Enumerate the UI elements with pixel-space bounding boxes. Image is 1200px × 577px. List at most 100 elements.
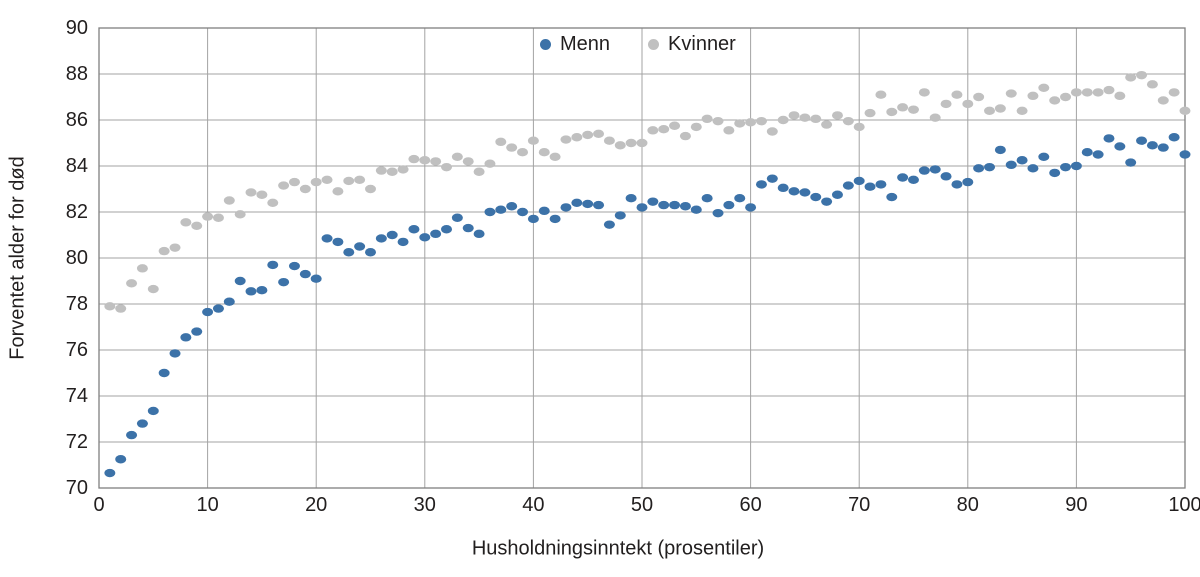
data-point-kvinner <box>712 116 724 126</box>
data-point-menn <box>234 276 246 286</box>
x-tick-label: 70 <box>848 494 871 516</box>
data-point-menn <box>310 274 322 283</box>
data-point-menn <box>299 269 311 279</box>
data-point-kvinner <box>310 177 322 187</box>
data-point-kvinner <box>918 88 930 97</box>
data-point-kvinner <box>647 126 659 135</box>
data-point-menn <box>593 200 605 210</box>
y-tick-label: 78 <box>65 293 88 315</box>
data-point-menn <box>1179 150 1191 159</box>
data-point-menn <box>701 194 713 203</box>
data-point-menn <box>712 208 724 218</box>
data-point-menn <box>842 181 854 190</box>
data-point-kvinner <box>886 107 898 117</box>
data-point-kvinner <box>234 210 246 219</box>
legend: Menn Kvinner <box>540 33 736 56</box>
data-point-kvinner <box>517 148 529 157</box>
data-point-menn <box>973 164 985 173</box>
data-point-menn <box>147 406 159 416</box>
data-point-kvinner <box>810 114 822 124</box>
x-tick-label: 10 <box>196 494 219 516</box>
data-point-kvinner <box>386 167 398 176</box>
data-point-menn <box>734 194 746 203</box>
data-point-kvinner <box>853 122 865 132</box>
data-point-menn <box>451 213 463 222</box>
kvinner-marker-icon <box>648 39 660 50</box>
data-point-kvinner <box>321 175 333 184</box>
data-point-kvinner <box>169 243 181 252</box>
data-point-kvinner <box>701 114 713 124</box>
legend-item-menn: Menn <box>540 33 610 56</box>
data-point-kvinner <box>451 152 463 161</box>
data-point-kvinner <box>104 302 116 311</box>
data-point-menn <box>821 197 833 206</box>
data-point-kvinner <box>1005 89 1017 98</box>
data-point-menn <box>1125 158 1137 167</box>
data-point-kvinner <box>690 122 702 132</box>
data-point-kvinner <box>332 187 344 196</box>
y-tick-label: 80 <box>65 247 88 269</box>
data-point-menn <box>430 229 442 239</box>
data-point-menn <box>669 200 681 210</box>
data-point-kvinner <box>1114 91 1126 101</box>
data-point-kvinner <box>462 157 474 166</box>
data-point-kvinner <box>549 152 561 161</box>
data-point-menn <box>766 174 778 183</box>
data-point-kvinner <box>1103 85 1115 95</box>
data-point-menn <box>777 183 789 193</box>
data-point-menn <box>495 205 507 214</box>
data-point-menn <box>1092 150 1104 159</box>
y-tick-label: 82 <box>65 201 88 223</box>
data-point-kvinner <box>897 103 909 112</box>
data-point-kvinner <box>408 154 420 164</box>
data-point-menn <box>506 202 518 211</box>
data-point-menn <box>1049 168 1061 178</box>
x-tick-label: 20 <box>305 494 328 516</box>
data-point-kvinner <box>745 118 757 127</box>
data-point-kvinner <box>1168 88 1180 97</box>
y-tick-label: 88 <box>65 63 88 85</box>
data-point-menn <box>462 223 474 233</box>
data-point-kvinner <box>669 121 681 130</box>
data-point-kvinner <box>777 115 789 125</box>
data-point-menn <box>1103 134 1115 143</box>
data-point-kvinner <box>1157 96 1169 105</box>
y-tick-label: 86 <box>65 109 88 131</box>
data-point-menn <box>126 430 138 440</box>
data-point-menn <box>1060 162 1072 172</box>
y-tick-label: 72 <box>65 431 88 453</box>
data-point-menn <box>1157 143 1169 152</box>
data-point-menn <box>104 468 116 478</box>
y-tick-label: 90 <box>65 17 88 39</box>
x-tick-label: 40 <box>522 494 545 516</box>
legend-item-kvinner: Kvinner <box>648 33 736 56</box>
data-point-menn <box>419 233 431 242</box>
data-point-kvinner <box>940 99 952 109</box>
data-point-kvinner <box>582 130 594 140</box>
data-point-kvinner <box>614 141 626 150</box>
data-point-kvinner <box>115 304 127 313</box>
data-point-kvinner <box>126 279 138 288</box>
data-point-menn <box>853 176 865 186</box>
data-point-kvinner <box>147 284 159 294</box>
x-tick-label: 0 <box>93 494 105 516</box>
data-point-kvinner <box>245 188 257 197</box>
data-point-kvinner <box>278 181 290 190</box>
data-point-menn <box>1016 156 1028 165</box>
data-point-kvinner <box>180 218 192 227</box>
data-point-menn <box>288 261 300 271</box>
plot-border <box>98 27 1186 489</box>
data-point-kvinner <box>973 92 985 102</box>
data-point-kvinner <box>723 126 735 135</box>
data-point-kvinner <box>136 264 148 273</box>
data-point-kvinner <box>375 166 387 175</box>
data-point-kvinner <box>397 165 409 174</box>
data-point-kvinner <box>419 156 431 165</box>
data-point-kvinner <box>1060 92 1072 102</box>
data-point-kvinner <box>1136 70 1148 80</box>
data-point-kvinner <box>951 90 963 99</box>
data-point-kvinner <box>962 99 974 109</box>
x-tick-label: 90 <box>1065 494 1088 516</box>
data-point-menn <box>582 199 594 209</box>
data-point-kvinner <box>299 184 311 194</box>
